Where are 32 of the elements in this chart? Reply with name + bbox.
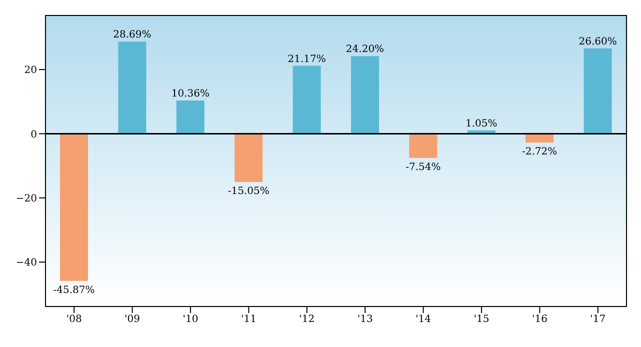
data-label: 26.60% [578, 36, 617, 48]
x-tick-label: '10 [182, 314, 198, 326]
y-tick-label: −20 [16, 193, 37, 204]
data-label: 21.17% [288, 54, 326, 65]
bar [60, 134, 88, 281]
bar [584, 48, 612, 134]
bar [234, 134, 263, 182]
x-tick-label: '09 [124, 314, 140, 326]
x-tick-label: '14 [416, 314, 432, 326]
data-label: 24.20% [346, 44, 384, 56]
data-label: 1.05% [466, 118, 498, 130]
bar [351, 56, 379, 134]
x-tick-label: '11 [240, 314, 256, 326]
data-label: -7.54% [406, 162, 441, 173]
bar [292, 66, 321, 134]
x-tick-label: '15 [474, 314, 490, 326]
x-tick-label: '17 [590, 314, 606, 326]
x-tick-label: '12 [299, 314, 315, 326]
y-tick-label: −40 [16, 258, 37, 269]
x-tick-label: '16 [532, 314, 548, 326]
y-tick-label: 0 [30, 129, 37, 140]
data-label: -15.05% [228, 186, 270, 198]
data-label: 10.36% [171, 88, 210, 100]
x-tick-label: '13 [357, 314, 373, 326]
data-label: -45.87% [53, 284, 95, 296]
x-tick-label: '08 [66, 314, 82, 326]
bar [176, 100, 204, 134]
y-tick-label: 20 [24, 65, 37, 76]
data-label: -2.72% [522, 146, 558, 158]
bar [409, 134, 438, 158]
data-label: 28.69% [113, 30, 152, 41]
bar [118, 42, 146, 134]
